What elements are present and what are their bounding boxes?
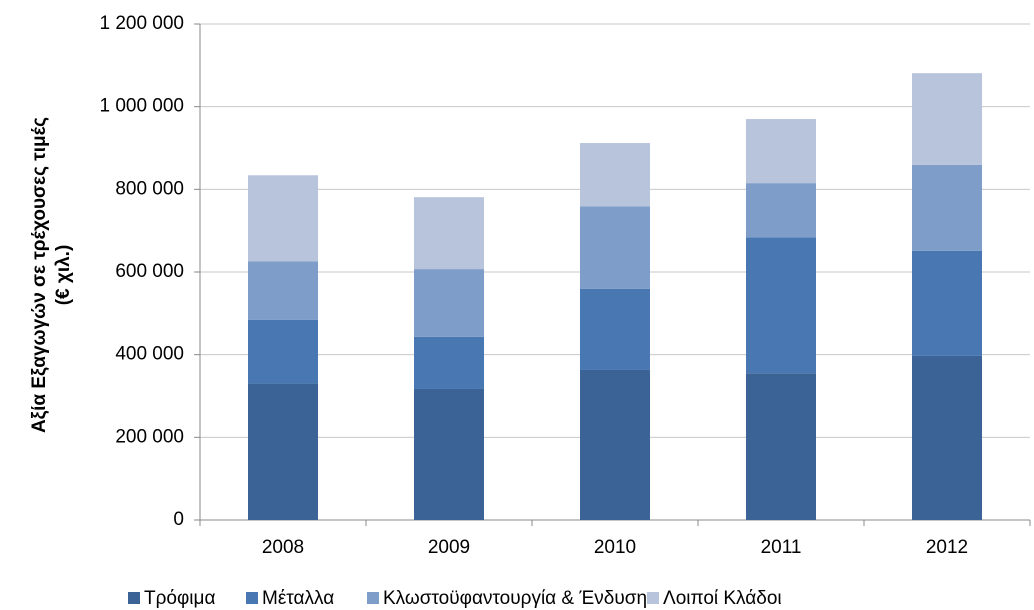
bar-segment (248, 319, 318, 384)
x-tick-label: 2009 (428, 537, 470, 558)
legend-swatch (128, 592, 140, 604)
y-axis-title: Αξία Εξαγωγών σε τρέχουσες τιμές (€ χιλ.… (29, 117, 74, 433)
y-tick-label: 800 000 (115, 178, 184, 199)
bar-segment (248, 383, 318, 520)
bar-segment (580, 206, 650, 289)
bar-segment (580, 143, 650, 207)
bar-segment (248, 261, 318, 320)
bar-segment (912, 355, 982, 520)
bar-segment (746, 119, 816, 184)
legend-item: Κλωστοϋφαντουργία & Ένδυση (367, 588, 647, 609)
x-tick-label: 2012 (926, 537, 968, 558)
y-tick-label: 0 (173, 509, 184, 530)
legend-swatch (647, 592, 659, 604)
bar-segment (248, 175, 318, 262)
legend-label: Μέταλλα (262, 588, 334, 609)
y-axis-title-line: (€ χιλ.) (53, 245, 74, 306)
legend-label: Τρόφιμα (144, 588, 215, 609)
legend-label: Λοιποί Κλάδοι (663, 588, 782, 609)
y-tick-label: 600 000 (115, 261, 184, 282)
x-tick-label: 2008 (262, 537, 304, 558)
bar-segment (912, 250, 982, 356)
y-tick-label: 200 000 (115, 426, 184, 447)
bar-segment (746, 183, 816, 238)
y-tick-label: 1 000 000 (99, 96, 184, 117)
bar-segment (912, 73, 982, 165)
y-axis-title-line: Αξία Εξαγωγών σε τρέχουσες τιμές (29, 117, 50, 433)
bar-segment (746, 237, 816, 374)
bar-segment (414, 269, 484, 337)
legend-swatch (246, 592, 258, 604)
legend-item: Λοιποί Κλάδοι (647, 588, 782, 609)
bar-segment (912, 164, 982, 251)
legend-label: Κλωστοϋφαντουργία & Ένδυση (383, 588, 647, 609)
bar-segment (746, 373, 816, 520)
bar-segment (580, 288, 650, 370)
bar-segment (414, 197, 484, 270)
bar-segment (414, 388, 484, 520)
x-tick-label: 2010 (594, 537, 636, 558)
y-tick-label: 400 000 (115, 344, 184, 365)
bar-segment (414, 336, 484, 389)
x-tick-label: 2011 (761, 537, 802, 558)
bar-segment (580, 369, 650, 520)
legend-swatch (367, 592, 379, 604)
legend-item: Τρόφιμα (128, 588, 215, 609)
legend-item: Μέταλλα (246, 588, 334, 609)
y-tick-label: 1 200 000 (99, 13, 184, 34)
